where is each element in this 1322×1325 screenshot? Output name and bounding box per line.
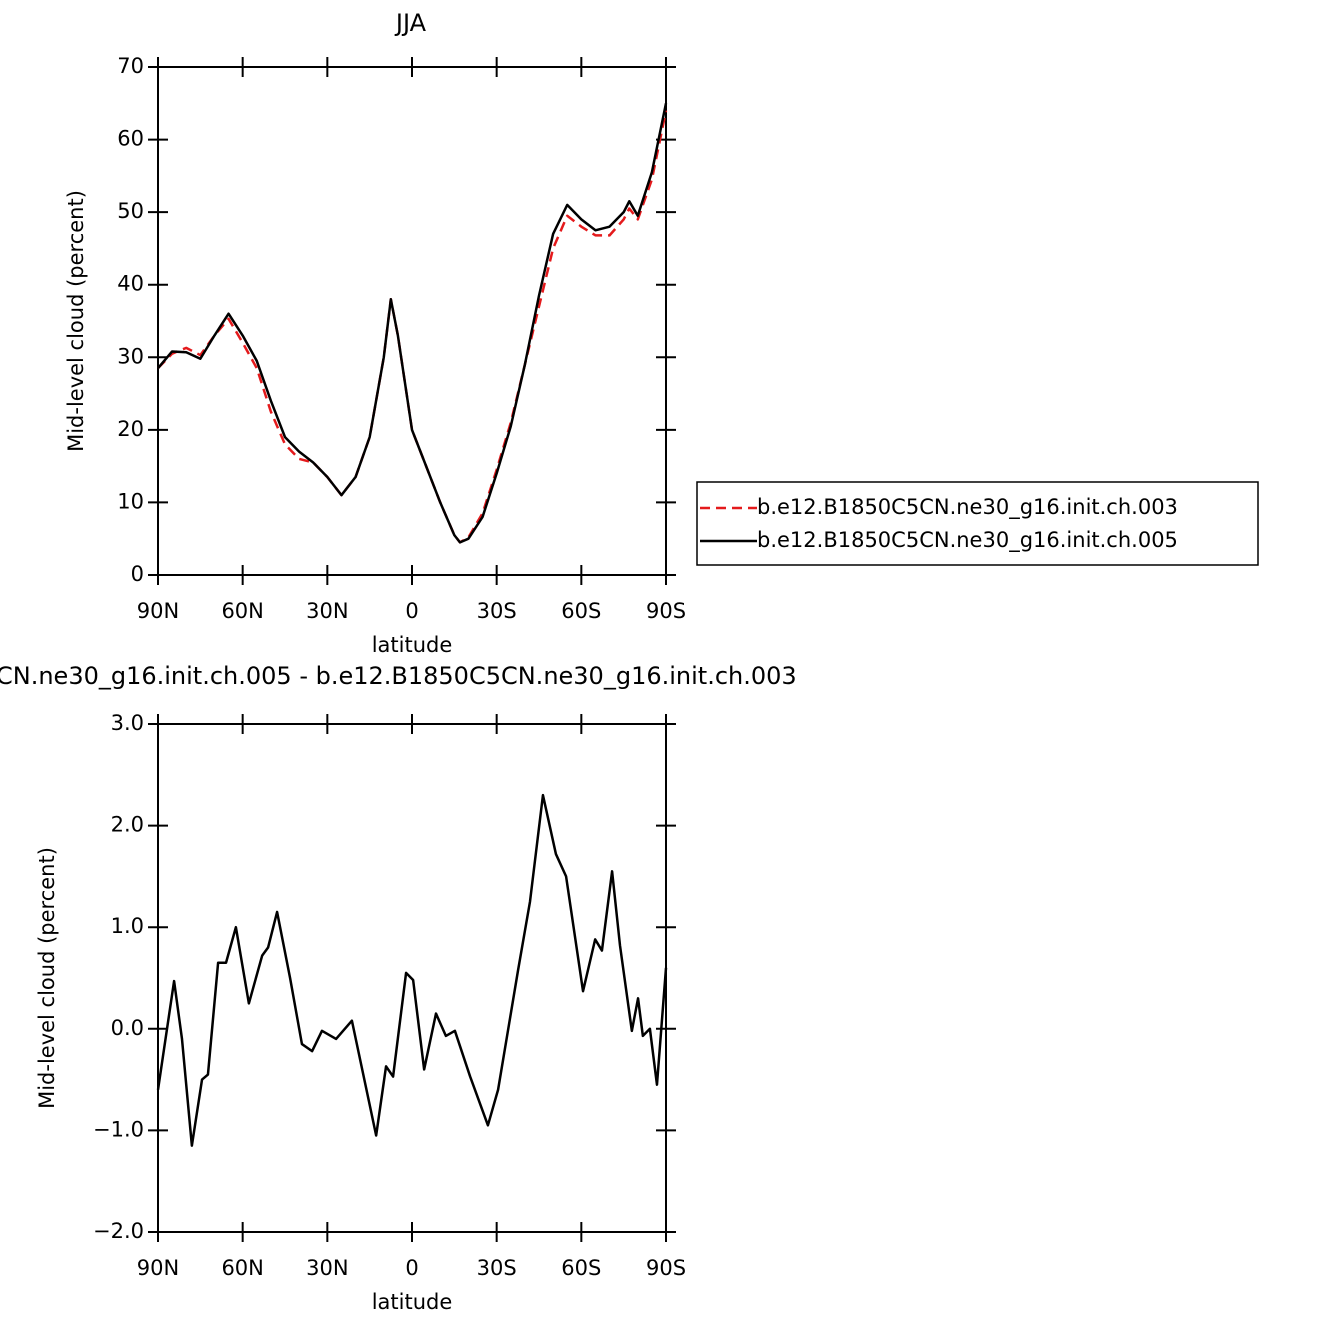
y-tick-label: 60 (117, 127, 144, 151)
y-tick-label: 2.0 (111, 813, 144, 837)
y-tick-label: −1.0 (93, 1117, 144, 1141)
x-tick-label: 90S (646, 1256, 686, 1280)
y-axis-label: Mid-level cloud (percent) (35, 847, 59, 1109)
chart-title: JJA (394, 9, 427, 37)
legend-label: b.e12.B1850C5CN.ne30_g16.init.ch.005 (757, 528, 1178, 553)
y-tick-label: 30 (117, 344, 144, 368)
x-tick-label: 30N (306, 599, 348, 623)
x-tick-label: 0 (405, 599, 418, 623)
x-tick-label: 60N (221, 599, 263, 623)
y-tick-label: 10 (117, 489, 144, 513)
x-tick-label: 60S (561, 1256, 601, 1280)
x-axis-label: latitude (372, 633, 453, 657)
y-tick-label: −2.0 (93, 1219, 144, 1243)
y-tick-label: 3.0 (111, 711, 144, 735)
data-line (156, 793, 668, 1147)
y-axis-label: Mid-level cloud (percent) (64, 190, 88, 452)
chart-title: CN.ne30_g16.init.ch.005 - b.e12.B1850C5C… (0, 662, 797, 690)
y-tick-label: 50 (117, 199, 144, 223)
legend-label: b.e12.B1850C5CN.ne30_g16.init.ch.003 (757, 495, 1178, 520)
x-tick-label: 30S (477, 599, 517, 623)
x-tick-label: 0 (405, 1256, 418, 1280)
y-tick-label: 0 (131, 562, 144, 586)
x-tick-label: 90N (137, 599, 179, 623)
x-tick-label: 60N (221, 1256, 263, 1280)
x-axis-label: latitude (372, 1290, 453, 1314)
y-tick-label: 20 (117, 417, 144, 441)
y-tick-label: 1.0 (111, 914, 144, 938)
legend-box (696, 481, 1259, 566)
data-line (157, 110, 668, 544)
y-tick-label: 40 (117, 272, 144, 296)
x-tick-label: 30N (306, 1256, 348, 1280)
x-tick-label: 90S (646, 599, 686, 623)
x-tick-label: 30S (477, 1256, 517, 1280)
data-line (157, 103, 668, 544)
x-tick-label: 90N (137, 1256, 179, 1280)
x-tick-label: 60S (561, 599, 601, 623)
y-tick-label: 0.0 (111, 1016, 144, 1040)
y-tick-label: 70 (117, 54, 144, 78)
